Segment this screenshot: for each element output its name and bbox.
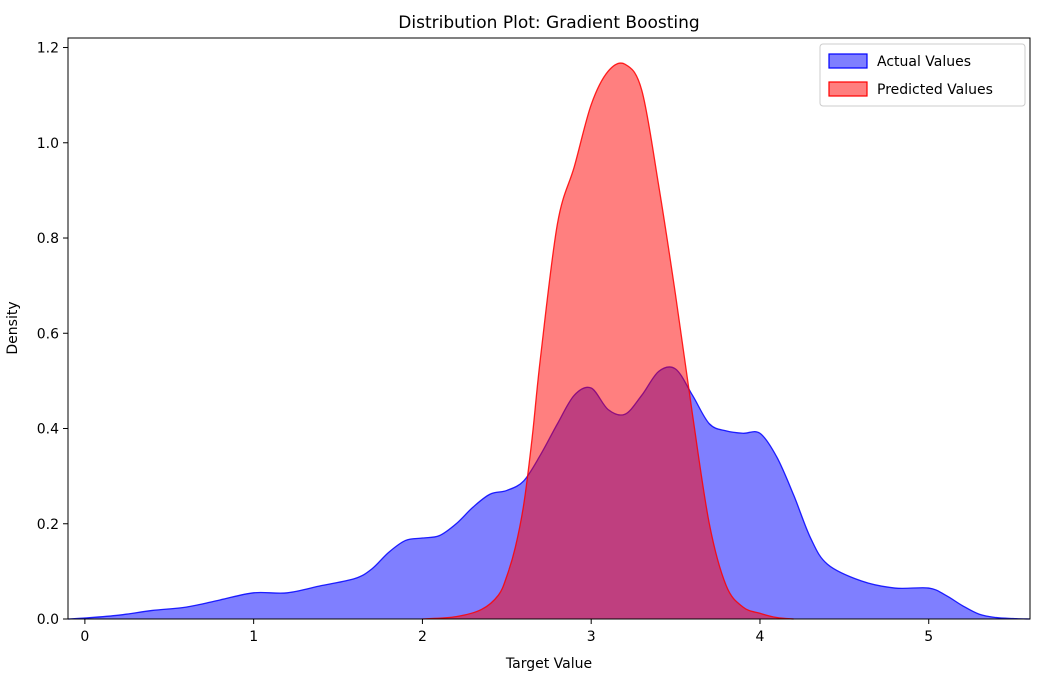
line-predicted-values bbox=[422, 62, 794, 620]
y-tick-label: 0.4 bbox=[37, 422, 59, 438]
plot-series bbox=[67, 62, 1031, 620]
legend-label-predicted: Predicted Values bbox=[877, 82, 993, 98]
legend-label-actual: Actual Values bbox=[877, 54, 971, 70]
chart-title: Distribution Plot: Gradient Boosting bbox=[398, 13, 699, 33]
legend-box bbox=[819, 43, 1026, 107]
y-tick-label: 0.2 bbox=[37, 517, 59, 533]
y-axis-label: Density bbox=[5, 301, 21, 354]
y-tick-label: 1.0 bbox=[37, 136, 59, 152]
x-tick-label: 2 bbox=[418, 629, 427, 645]
x-axis-label: Target Value bbox=[505, 656, 592, 672]
x-tick-label: 0 bbox=[80, 629, 89, 645]
legend: Actual Values Predicted Values bbox=[819, 43, 1026, 107]
y-tick-label: 0.8 bbox=[37, 231, 59, 247]
y-axis: 0.0 0.2 0.4 0.6 0.8 1.0 1.2 bbox=[37, 41, 68, 628]
x-tick-label: 1 bbox=[249, 629, 258, 645]
plot-frame bbox=[67, 37, 1031, 620]
x-tick-label: 5 bbox=[924, 629, 933, 645]
y-tick-label: 1.2 bbox=[37, 41, 59, 57]
y-tick-label: 0.6 bbox=[37, 326, 59, 342]
x-tick-label: 4 bbox=[756, 629, 765, 645]
area-predicted-values bbox=[422, 63, 794, 619]
y-tick-label: 0.0 bbox=[37, 612, 59, 628]
legend-swatch-actual bbox=[828, 53, 868, 69]
legend-swatch-predicted bbox=[828, 81, 868, 97]
x-axis: 0 1 2 3 4 5 bbox=[80, 619, 933, 645]
x-tick-label: 3 bbox=[587, 629, 596, 645]
